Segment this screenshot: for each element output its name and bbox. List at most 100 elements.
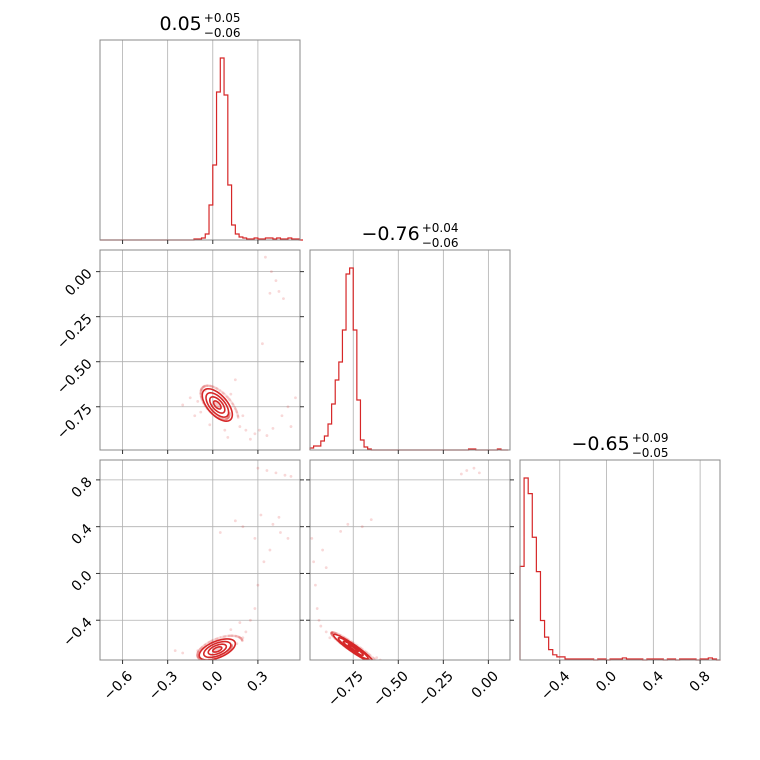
halo-point-1-48 bbox=[205, 642, 208, 646]
halo-point-2-106 bbox=[330, 631, 333, 635]
halo-point-0-116 bbox=[209, 384, 213, 388]
scatter-point-1-20 bbox=[238, 621, 242, 624]
halo-point-0-118 bbox=[234, 407, 237, 411]
halo-point-2-51 bbox=[330, 631, 333, 635]
scatter-point-1-10 bbox=[256, 583, 260, 587]
halo-point-2-93 bbox=[330, 633, 334, 636]
scatter-point-2-1 bbox=[312, 560, 316, 564]
scatter-point-1-14 bbox=[241, 636, 245, 640]
halo-point-1-97 bbox=[239, 636, 243, 640]
halo-point-0-51 bbox=[199, 391, 203, 394]
halo-point-1-79 bbox=[226, 634, 230, 638]
halo-point-1-116 bbox=[208, 640, 211, 644]
halo-point-2-97 bbox=[378, 662, 381, 665]
halo-point-0-85 bbox=[199, 390, 203, 393]
halo-point-0-61 bbox=[210, 384, 213, 388]
scatter-point-2-10 bbox=[346, 522, 350, 526]
hist-frame-1 bbox=[309, 249, 511, 451]
scatter-point-1-1 bbox=[265, 469, 269, 472]
scatter-point-0-4 bbox=[261, 342, 264, 346]
halo-point-1-63 bbox=[238, 636, 242, 639]
scatter-point-1-3 bbox=[283, 473, 287, 477]
scatter-point-0-27 bbox=[181, 403, 185, 407]
scatter-point-0-16 bbox=[188, 396, 192, 400]
halo-point-2-43 bbox=[331, 631, 335, 634]
halo-point-0-69 bbox=[205, 384, 208, 388]
halo-point-1-69 bbox=[202, 644, 206, 647]
contour-inner-1 bbox=[173, 466, 293, 660]
halo-point-2-55 bbox=[380, 665, 383, 668]
halo-point-2-63 bbox=[377, 661, 380, 664]
x-tick-label-1-0: −0.75 bbox=[325, 668, 367, 710]
halo-point-1-22 bbox=[198, 647, 202, 651]
scatter-point-1-19 bbox=[229, 628, 233, 631]
halo-point-1-24 bbox=[227, 634, 231, 638]
scatter-point-1-25 bbox=[218, 531, 222, 534]
halo-point-1-35 bbox=[201, 645, 205, 648]
scatter-point-0-22 bbox=[241, 414, 245, 418]
halo-point-0-84 bbox=[233, 406, 237, 409]
halo-point-1-77 bbox=[198, 648, 201, 652]
y-tick-label-1-1: −0.25 bbox=[54, 311, 96, 353]
halo-point-0-29 bbox=[234, 407, 237, 410]
halo-point-2-64 bbox=[330, 631, 334, 634]
halo-point-0-35 bbox=[203, 384, 207, 388]
hist-frame-0 bbox=[99, 39, 301, 241]
halo-point-0-64 bbox=[199, 388, 203, 391]
halo-point-0-42 bbox=[235, 411, 239, 415]
scatter-point-0-14 bbox=[196, 399, 200, 403]
halo-point-2-110 bbox=[379, 665, 382, 668]
halo-point-1-76 bbox=[240, 638, 244, 641]
scatter-point-1-7 bbox=[286, 536, 290, 540]
halo-point-1-8 bbox=[239, 636, 242, 640]
scatter-point-1-9 bbox=[262, 560, 266, 564]
hist-step-1 bbox=[309, 267, 509, 451]
scatter-point-1-26 bbox=[253, 536, 257, 540]
contour-panel-1-2 bbox=[306, 459, 514, 668]
x-tick-label-0-3: 0.3 bbox=[244, 668, 271, 695]
scatter-point-2-5 bbox=[319, 624, 323, 628]
halo-point-1-37 bbox=[231, 634, 235, 638]
halo-point-0-3 bbox=[228, 397, 231, 401]
x-tick-label-1-2: −0.25 bbox=[415, 668, 457, 710]
halo-point-1-87 bbox=[218, 636, 222, 639]
halo-point-0-108 bbox=[215, 387, 219, 390]
scatter-point-0-11 bbox=[244, 428, 248, 432]
halo-point-0-48 bbox=[206, 384, 210, 387]
contour-frame-2 bbox=[309, 459, 511, 661]
halo-point-0-113 bbox=[226, 395, 229, 399]
y-tick-label-1-3: −0.75 bbox=[54, 401, 96, 443]
hist-step-0 bbox=[100, 57, 304, 241]
halo-point-1-30 bbox=[196, 651, 199, 655]
scatter-point-1-8 bbox=[268, 548, 272, 552]
scatter-point-0-9 bbox=[280, 414, 284, 418]
hist-title-1: −0.76 +0.04−0.06 bbox=[361, 221, 458, 250]
halo-point-0-43 bbox=[200, 386, 204, 390]
halo-point-1-84 bbox=[236, 635, 240, 639]
halo-point-0-24 bbox=[225, 395, 229, 398]
halo-point-1-27 bbox=[207, 641, 211, 644]
x-tick-label-2-2: 0.4 bbox=[640, 668, 667, 695]
halo-point-0-79 bbox=[224, 394, 228, 397]
halo-point-1-3 bbox=[230, 634, 234, 637]
halo-point-1-50 bbox=[235, 635, 239, 638]
halo-point-1-55 bbox=[241, 639, 244, 643]
y-tick-label-2-2: 0.0 bbox=[69, 568, 96, 595]
halo-point-0-37 bbox=[229, 399, 232, 403]
halo-point-0-76 bbox=[236, 413, 240, 417]
halo-point-1-71 bbox=[233, 634, 237, 638]
scatter-point-0-7 bbox=[265, 434, 269, 437]
halo-point-0-103 bbox=[206, 384, 209, 387]
halo-point-1-45 bbox=[224, 634, 228, 638]
halo-point-0-19 bbox=[215, 386, 218, 390]
scatter-point-2-19 bbox=[324, 566, 328, 570]
y-tick-label-1-2: −0.50 bbox=[54, 356, 96, 398]
halo-point-0-77 bbox=[201, 386, 204, 389]
x-tick-label-2-0: −0.4 bbox=[538, 668, 573, 703]
halo-point-2-8 bbox=[377, 662, 380, 665]
halo-point-1-66 bbox=[221, 635, 225, 639]
x-tick-label-0-2: 0.0 bbox=[199, 668, 226, 695]
halo-point-1-74 bbox=[213, 638, 217, 641]
contour-line-2-1 bbox=[342, 640, 364, 657]
